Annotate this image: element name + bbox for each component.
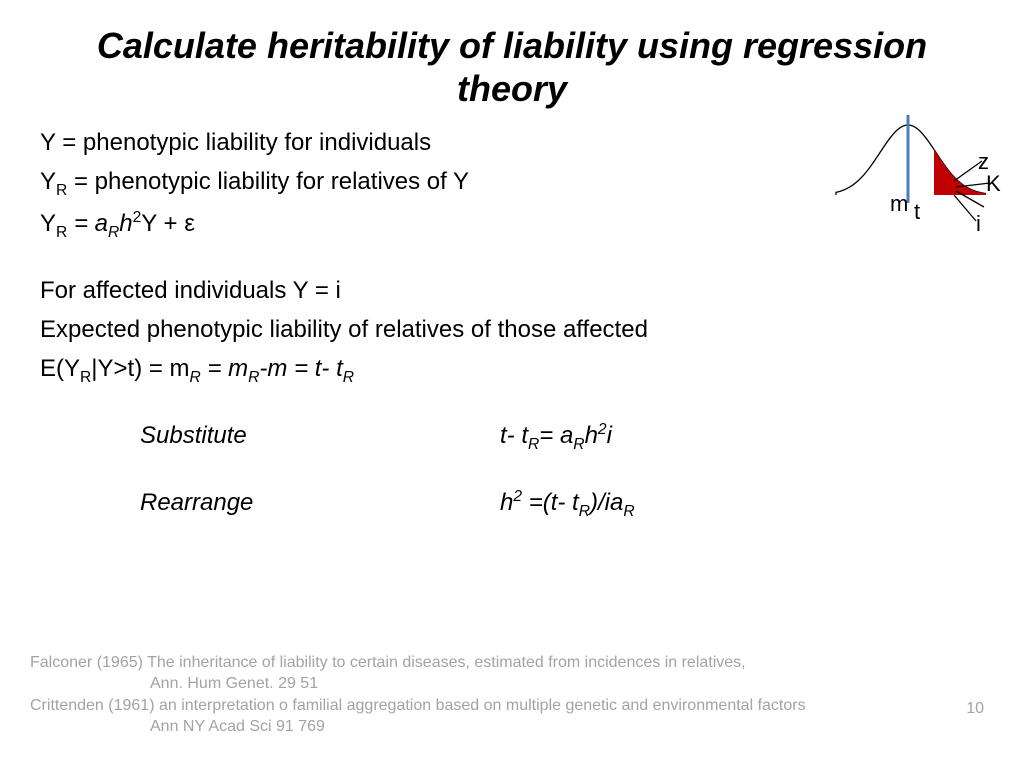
- diagram-label-K: K: [986, 171, 1001, 197]
- liability-diagram: m t z K i: [816, 115, 1004, 255]
- rearrange-row: Rearrange h2 =(t- tR)/iaR: [40, 486, 984, 523]
- ref-1-journal: Ann. Hum Genet. 29 51: [30, 673, 964, 695]
- diagram-label-t: t: [914, 199, 920, 225]
- ref-1: Falconer (1965) The inheritance of liabi…: [30, 652, 964, 674]
- page-number: 10: [966, 700, 984, 718]
- substitute-row: Substitute t- tR= aRh2i: [40, 419, 984, 456]
- line-5: Expected phenotypic liability of relativ…: [40, 313, 984, 348]
- diagram-label-m: m: [890, 191, 908, 217]
- ref-2-journal: Ann NY Acad Sci 91 769: [30, 716, 964, 738]
- references: Falconer (1965) The inheritance of liabi…: [30, 652, 964, 738]
- ref-2: Crittenden (1961) an interpretation o fa…: [30, 695, 964, 717]
- slide-title: Calculate heritability of liability usin…: [40, 24, 984, 110]
- line-4: For affected individuals Y = i: [40, 274, 984, 309]
- diagram-label-i: i: [976, 211, 981, 237]
- equation-2: E(YR|Y>t) = mR = mR-m = t- tR: [40, 352, 984, 389]
